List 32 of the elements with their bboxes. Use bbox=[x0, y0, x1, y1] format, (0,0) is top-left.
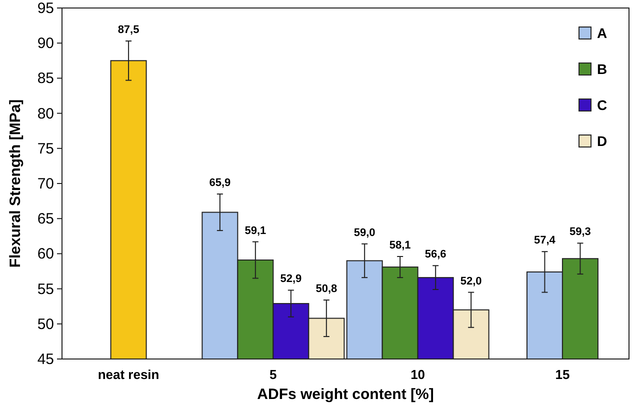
y-tick-label: 50 bbox=[37, 316, 54, 333]
data-label: 57,4 bbox=[534, 234, 556, 247]
y-tick-label: 95 bbox=[37, 0, 54, 17]
y-tick-label: 60 bbox=[37, 246, 54, 263]
y-tick-label: 90 bbox=[37, 35, 54, 52]
y-tick-label: 85 bbox=[37, 70, 54, 88]
y-axis-title: Flexural Strength [MPa] bbox=[7, 99, 24, 268]
data-label: 59,0 bbox=[354, 226, 376, 239]
x-tick-label: neat resin bbox=[98, 367, 160, 382]
y-tick-label: 55 bbox=[37, 280, 54, 298]
x-tick-label: 5 bbox=[270, 367, 277, 382]
y-tick-label: 70 bbox=[37, 176, 54, 192]
y-tick-label: 65 bbox=[37, 210, 54, 228]
y-tick-label: 75 bbox=[37, 140, 54, 158]
data-label: 87,5 bbox=[118, 24, 140, 36]
data-label: 50,8 bbox=[316, 283, 338, 296]
y-tick-label: 80 bbox=[37, 105, 54, 122]
legend-label: B bbox=[597, 61, 608, 77]
y-tick-label: 45 bbox=[37, 351, 54, 368]
data-label: 52,0 bbox=[460, 275, 482, 288]
x-tick-label: 15 bbox=[555, 367, 570, 382]
data-label: 56,6 bbox=[424, 248, 446, 261]
legend-label: C bbox=[597, 97, 608, 113]
x-tick-label: 10 bbox=[410, 367, 426, 382]
legend-label: D bbox=[597, 133, 608, 149]
data-label: 52,9 bbox=[280, 273, 302, 286]
data-label: 58,1 bbox=[389, 240, 411, 252]
data-label: 59,3 bbox=[570, 226, 591, 238]
legend-label: A bbox=[597, 25, 608, 41]
x-axis-title: ADFs weight content [%] bbox=[257, 386, 434, 403]
data-label: 65,9 bbox=[209, 177, 231, 190]
data-label: 59,1 bbox=[244, 224, 266, 237]
